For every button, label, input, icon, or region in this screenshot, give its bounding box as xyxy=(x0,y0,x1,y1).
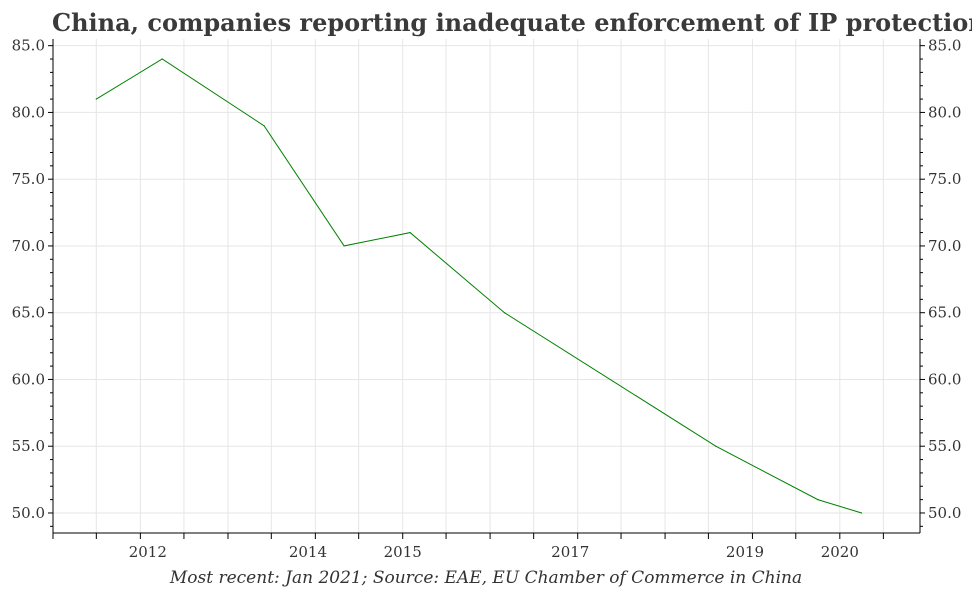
y-tick-label-left: 60.0 xyxy=(12,370,45,388)
x-tick-label: 2019 xyxy=(726,543,764,561)
y-tick-label-right: 80.0 xyxy=(928,103,961,121)
data-point xyxy=(860,512,863,514)
y-tick-label-right: 75.0 xyxy=(928,170,961,188)
chart-title: China, companies reporting inadequate en… xyxy=(52,8,972,37)
y-tick-label-left: 65.0 xyxy=(12,304,45,322)
y-tick-label-left: 80.0 xyxy=(12,103,45,121)
series-line xyxy=(96,58,862,514)
data-point xyxy=(409,231,411,234)
y-tick-label-right: 65.0 xyxy=(928,304,961,322)
gridlines xyxy=(52,39,920,533)
source-note: Most recent: Jan 2021; Source: EAE, EU C… xyxy=(169,568,802,588)
data-point xyxy=(343,245,345,247)
y-tick-label-right: 60.0 xyxy=(928,370,961,388)
axes: 50.0 50.0 55.0 55.0 60.0 60.0 65.0 65.0 70.0 70.0… xyxy=(12,37,962,561)
series-layer xyxy=(95,58,863,514)
x-tick-label: 2014 xyxy=(289,543,327,561)
y-tick-label-left: 85.0 xyxy=(12,37,45,55)
data-point xyxy=(715,445,717,447)
y-tick-label-right: 70.0 xyxy=(928,237,961,255)
x-tick-label: 2015 xyxy=(384,543,422,561)
data-point xyxy=(161,58,163,60)
x-tick-label: 2017 xyxy=(551,543,589,561)
data-point xyxy=(817,499,819,501)
y-tick-label-left: 55.0 xyxy=(12,437,45,455)
y-tick-label-left: 50.0 xyxy=(12,504,45,522)
y-tick-label-left: 70.0 xyxy=(12,237,45,255)
data-point xyxy=(503,312,506,314)
x-tick-label: 2020 xyxy=(821,543,859,561)
x-tick-label: 2012 xyxy=(129,543,167,561)
y-tick-label-left: 75.0 xyxy=(12,170,45,188)
y-tick-label-right: 50.0 xyxy=(928,504,961,522)
data-point xyxy=(263,125,265,127)
data-point xyxy=(95,98,97,100)
y-tick-label-right: 85.0 xyxy=(928,37,961,55)
y-tick-label-right: 55.0 xyxy=(928,437,961,455)
